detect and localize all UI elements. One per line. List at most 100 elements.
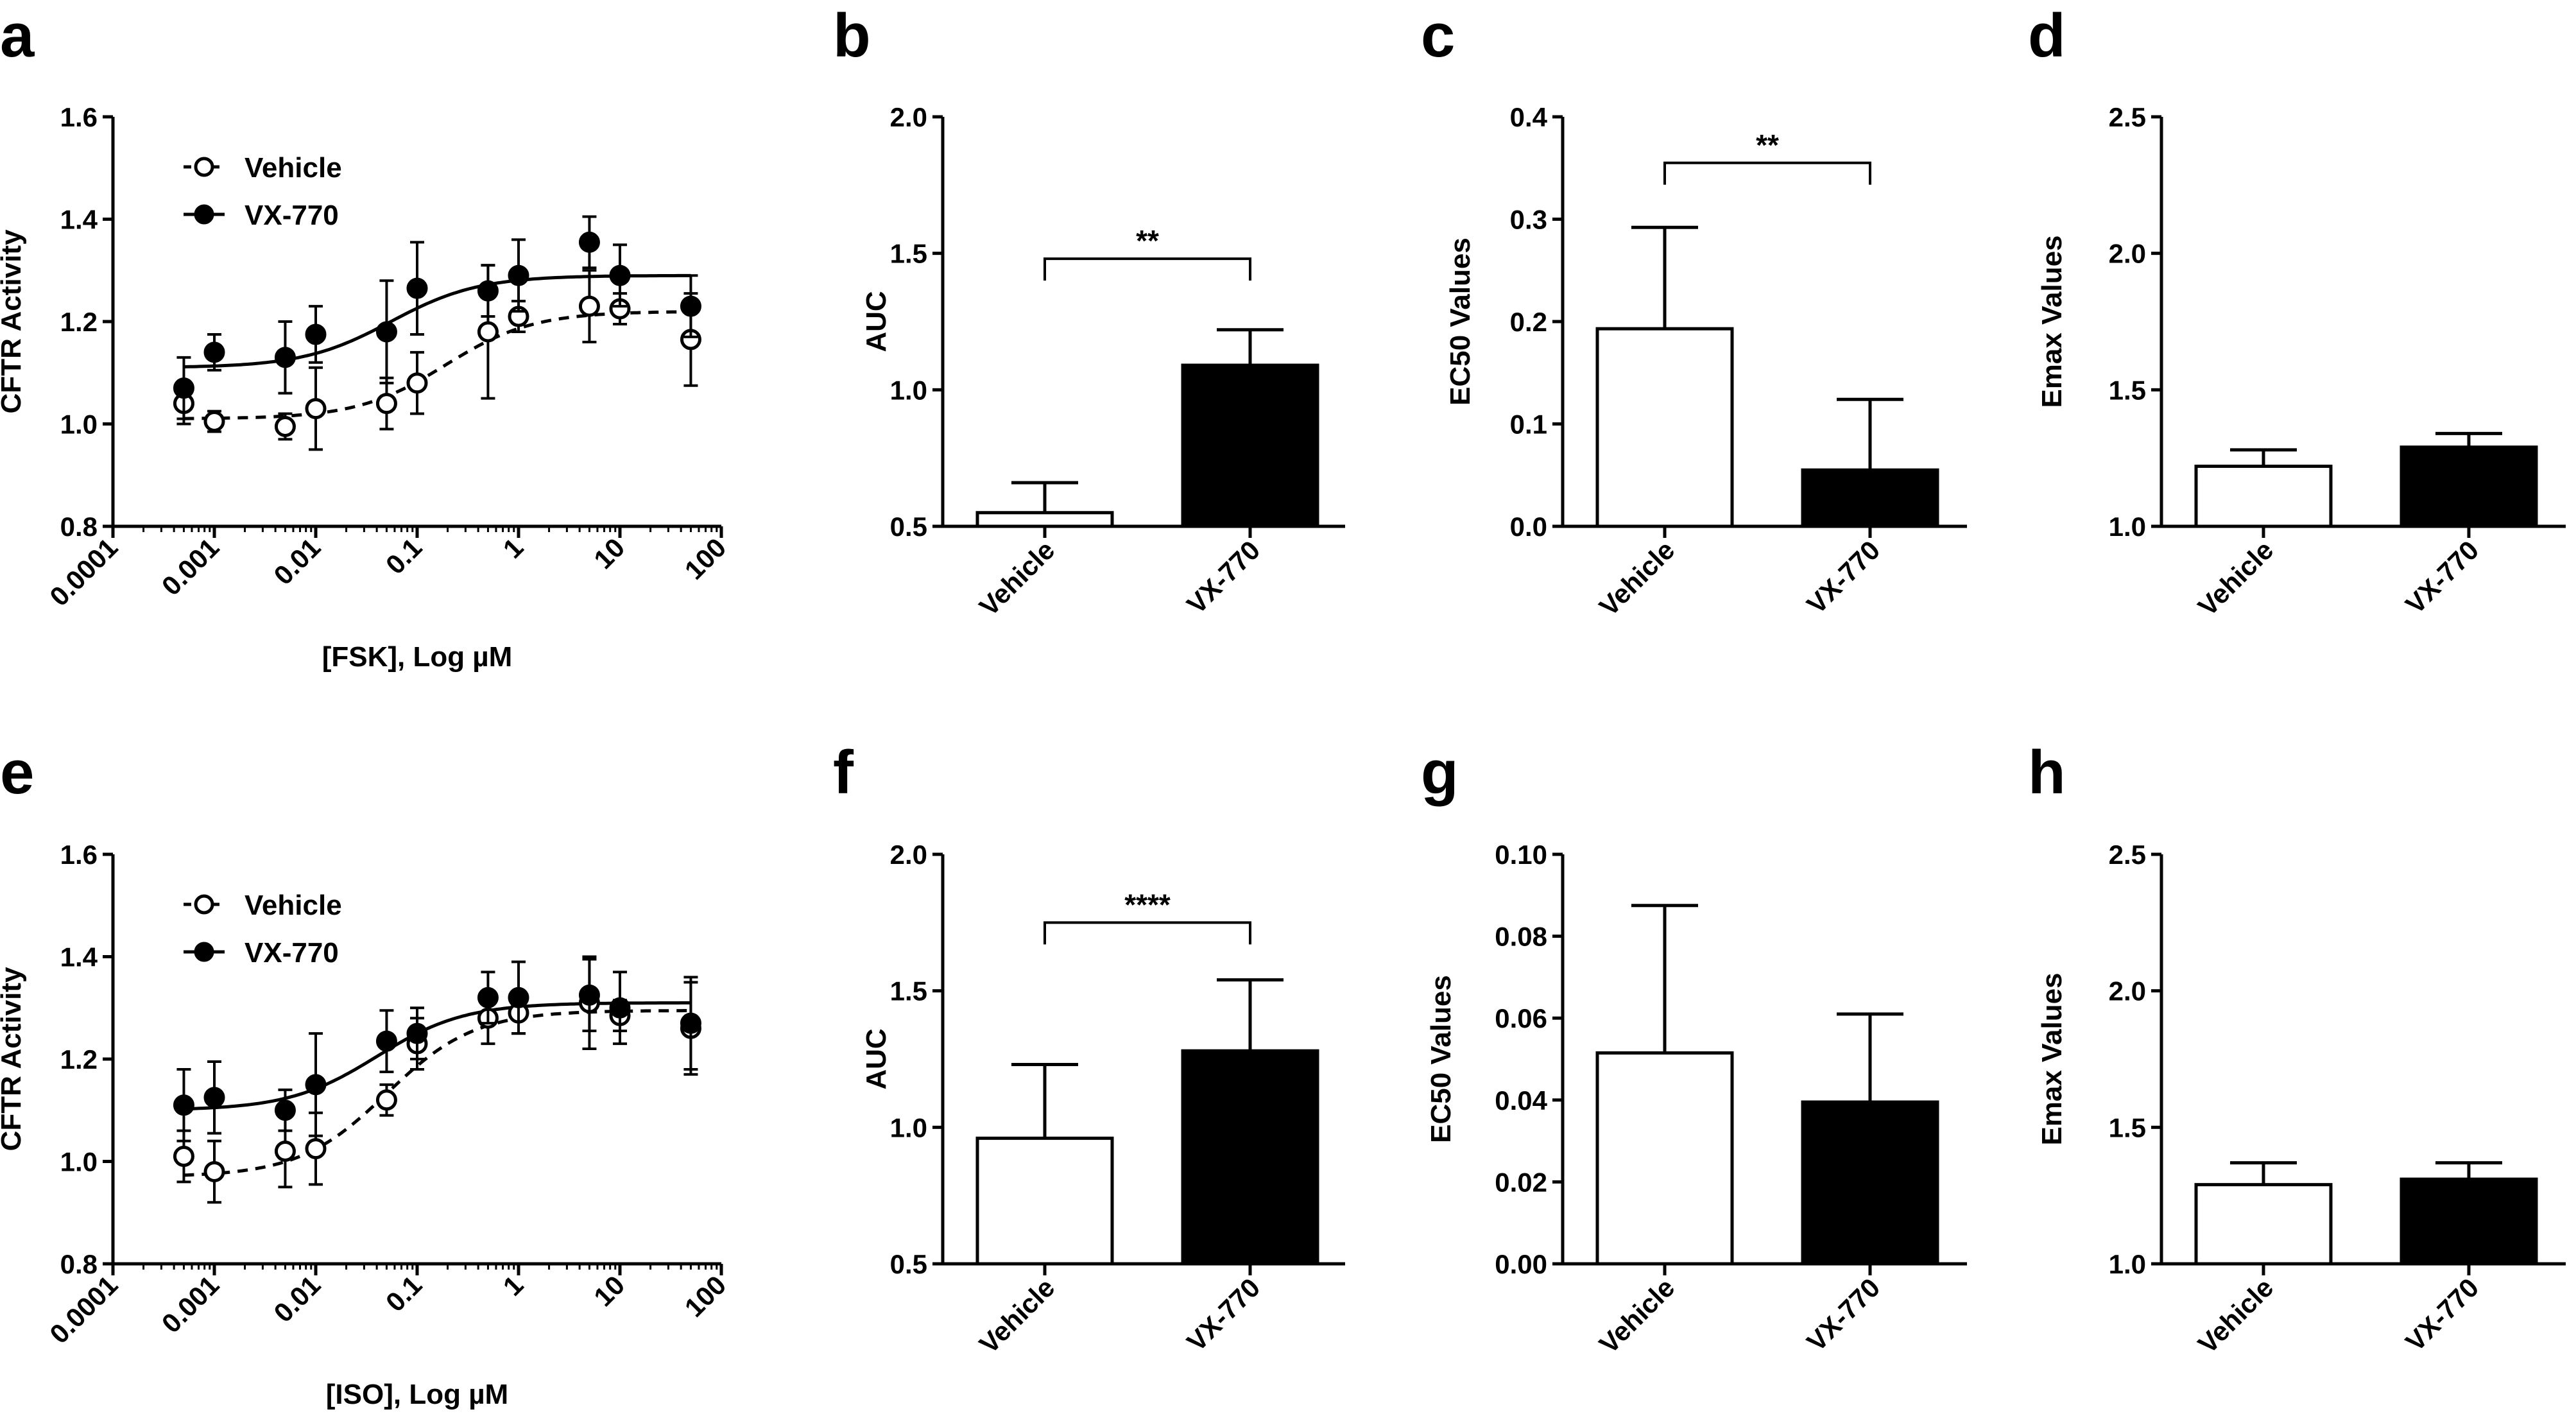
data-point-vx-770 bbox=[680, 1012, 701, 1034]
fit-curve-vx-770 bbox=[184, 1001, 691, 1111]
y-tick-label: 0.8 bbox=[60, 1249, 98, 1279]
x-tick-label: 100 bbox=[679, 1270, 732, 1323]
y-tick-label: 0.04 bbox=[1495, 1085, 1547, 1116]
panel-label: c bbox=[1421, 1, 1455, 70]
fit-curve-vx-770 bbox=[184, 273, 691, 368]
y-axis-label: AUC bbox=[861, 291, 892, 352]
data-point-vehicle bbox=[173, 1146, 194, 1168]
x-tick-label: VX-770 bbox=[2400, 1272, 2484, 1357]
y-tick-label: 1.5 bbox=[2109, 375, 2146, 405]
data-point-vehicle bbox=[406, 372, 428, 394]
data-point-vehicle bbox=[305, 398, 327, 420]
data-point-vx-770 bbox=[578, 231, 600, 253]
bar-vx-770 bbox=[1801, 1100, 1939, 1266]
legend-marker bbox=[194, 204, 214, 225]
bar-vehicle bbox=[975, 511, 1114, 528]
y-axis-label: AUC bbox=[861, 1028, 892, 1089]
legend-marker bbox=[194, 894, 214, 915]
legend-entry: Vehicle bbox=[245, 890, 342, 921]
y-tick-label: 0.00 bbox=[1495, 1249, 1547, 1279]
panel-label: b bbox=[833, 1, 871, 70]
y-tick-label: 1.6 bbox=[60, 102, 98, 132]
data-point-vx-770 bbox=[609, 264, 631, 286]
legend-marker bbox=[194, 942, 214, 962]
y-tick-label: 0.08 bbox=[1495, 922, 1547, 952]
bar-vx-770 bbox=[2400, 445, 2538, 528]
y-tick-label: 0.0 bbox=[1510, 512, 1547, 542]
panel-g: g 0.00 0.02 0.04 0.06 0.08 0.10 EC50 Values Vehi… bbox=[1421, 738, 1967, 1359]
data-point-vehicle bbox=[274, 1141, 296, 1162]
y-tick-label: 1.0 bbox=[60, 1147, 98, 1177]
y-tick-label: 2.0 bbox=[2109, 239, 2146, 269]
y-tick-label: 1.0 bbox=[2109, 1249, 2146, 1279]
data-point-vx-770 bbox=[203, 1087, 225, 1108]
y-tick-label: 2.5 bbox=[2109, 840, 2146, 870]
data-point-vx-770 bbox=[203, 341, 225, 363]
y-tick-label: 0.10 bbox=[1495, 840, 1547, 870]
data-point-vehicle bbox=[274, 415, 296, 437]
legend-entry: VX-770 bbox=[245, 937, 339, 969]
panel-b: b 0.5 1.0 1.5 2.0 AUC Vehicle VX-770 ** bbox=[833, 1, 1345, 622]
x-tick-label: Vehicle bbox=[1593, 535, 1681, 622]
x-tick-label: 0.0001 bbox=[44, 1270, 123, 1349]
x-axis-label: [ISO], Log µM bbox=[326, 1379, 508, 1410]
fit-curve-vehicle bbox=[184, 310, 691, 420]
x-tick-label: Vehicle bbox=[1593, 1272, 1681, 1359]
data-point-vx-770 bbox=[305, 1074, 327, 1096]
panel-label: h bbox=[2028, 738, 2066, 807]
x-tick-label: 0.001 bbox=[156, 1270, 225, 1339]
data-point-vehicle bbox=[375, 1089, 397, 1111]
bar-vx-770 bbox=[1181, 363, 1319, 528]
y-tick-label: 1.4 bbox=[60, 942, 98, 972]
data-point-vx-770 bbox=[406, 1022, 428, 1044]
y-axis-label: Emax Values bbox=[2036, 972, 2068, 1145]
y-tick-label: 1.5 bbox=[2109, 1112, 2146, 1143]
panel-e: e 0.8 1.0 1.2 1.4 1.6 0.0001 0.001 0.01 0.1 1 10 100… bbox=[0, 738, 732, 1410]
y-tick-label: 2.0 bbox=[890, 102, 927, 132]
data-point-vx-770 bbox=[173, 377, 194, 399]
significance-label: **** bbox=[1124, 888, 1171, 921]
y-tick-label: 0.1 bbox=[1510, 410, 1547, 440]
x-tick-label: Vehicle bbox=[974, 1272, 1061, 1359]
x-tick-label: 0.1 bbox=[380, 1270, 428, 1318]
panel-label: e bbox=[0, 738, 34, 807]
x-tick-label: 0.0001 bbox=[44, 532, 123, 612]
x-tick-label: VX-770 bbox=[1181, 535, 1266, 619]
data-point-vx-770 bbox=[305, 323, 327, 345]
x-tick-label: VX-770 bbox=[1801, 1272, 1885, 1357]
data-point-vx-770 bbox=[406, 277, 428, 299]
x-tick-label: 0.01 bbox=[268, 1270, 326, 1328]
x-axis-label: [FSK], Log µM bbox=[322, 641, 513, 673]
significance-bracket bbox=[1043, 921, 1251, 945]
x-tick-label: 10 bbox=[588, 532, 630, 574]
significance-bracket bbox=[1043, 257, 1251, 281]
bar-vehicle bbox=[1595, 1051, 1734, 1266]
data-point-vx-770 bbox=[578, 984, 600, 1006]
panel-d: d 1.0 1.5 2.0 2.5 Emax Values Vehicle VX-770 bbox=[2028, 1, 2566, 622]
significance-bracket bbox=[1663, 161, 1871, 185]
y-axis-label: CFTR Activity bbox=[0, 229, 27, 413]
x-tick-label: 0.01 bbox=[268, 532, 326, 591]
y-tick-label: 0.3 bbox=[1510, 205, 1547, 235]
x-tick-label: Vehicle bbox=[2192, 535, 2280, 622]
panel-label: f bbox=[833, 738, 854, 807]
legend-entry: VX-770 bbox=[245, 200, 339, 231]
data-point-vx-770 bbox=[508, 987, 529, 1008]
y-tick-label: 1.0 bbox=[60, 410, 98, 440]
data-point-vehicle bbox=[203, 411, 225, 433]
y-tick-label: 1.5 bbox=[890, 239, 927, 269]
data-point-vx-770 bbox=[609, 997, 631, 1019]
x-tick-label: VX-770 bbox=[1181, 1272, 1266, 1357]
y-tick-label: 0.2 bbox=[1510, 307, 1547, 337]
y-tick-label: 1.4 bbox=[60, 205, 98, 235]
bar-vehicle bbox=[1595, 327, 1734, 528]
bar-vx-770 bbox=[2400, 1177, 2538, 1266]
y-axis-label: Emax Values bbox=[2036, 235, 2068, 408]
panel-label: a bbox=[0, 1, 35, 70]
legend-marker bbox=[194, 157, 214, 177]
data-point-vx-770 bbox=[680, 295, 701, 317]
y-axis-label: EC50 Values bbox=[1445, 237, 1476, 406]
y-tick-label: 2.0 bbox=[890, 840, 927, 870]
x-tick-label: 0.001 bbox=[156, 532, 225, 601]
data-point-vehicle bbox=[578, 295, 600, 317]
